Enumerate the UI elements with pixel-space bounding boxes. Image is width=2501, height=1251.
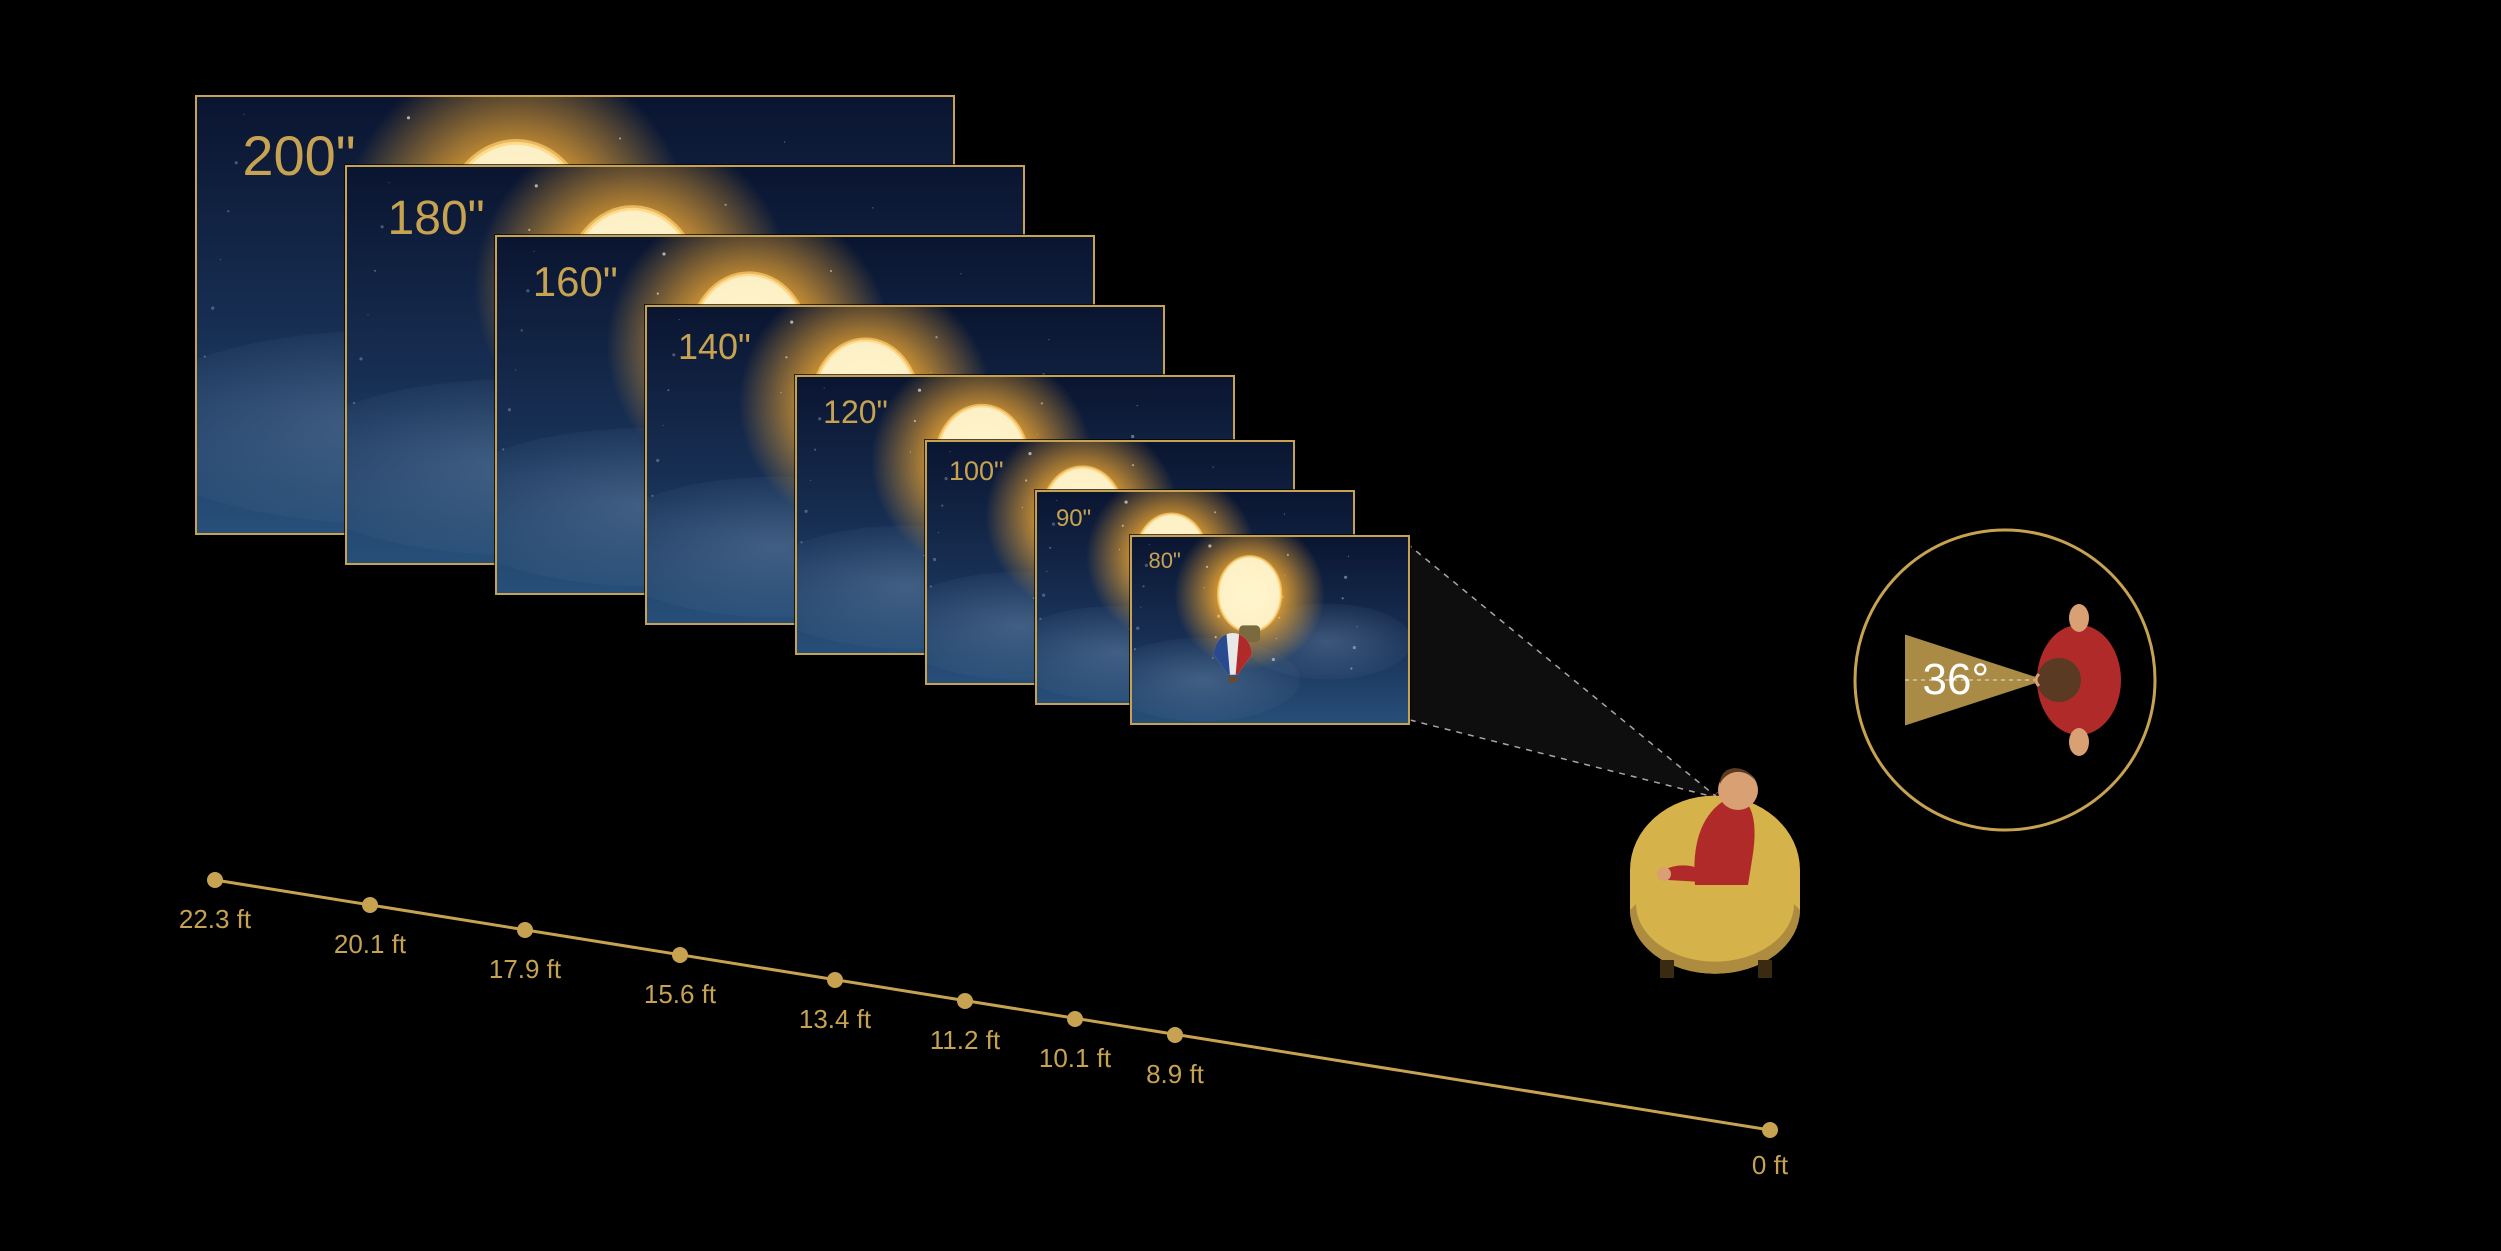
screen-panel: 80" [1130, 535, 1410, 725]
screen-size-label: 80" [1149, 548, 1181, 574]
screen-size-label: 200" [242, 123, 355, 188]
axis-tick-label: 8.9 ft [1146, 1059, 1204, 1090]
screen-size-label: 140" [678, 326, 751, 368]
screen-size-label: 120" [823, 394, 888, 431]
screen-size-label: 100" [949, 456, 1004, 487]
axis-tick-label: 20.1 ft [334, 929, 406, 960]
screen-size-label: 180" [388, 191, 485, 246]
axis-tick-label: 0 ft [1752, 1150, 1788, 1181]
diagram-stage: 200" 180" [0, 0, 2501, 1251]
axis-tick-label: 17.9 ft [489, 954, 561, 985]
axis-tick-label: 22.3 ft [179, 904, 251, 935]
screen-size-label: 90" [1056, 505, 1091, 533]
axis-tick-label: 10.1 ft [1039, 1043, 1111, 1074]
axis-tick-label: 15.6 ft [644, 979, 716, 1010]
axis-tick-label: 13.4 ft [799, 1004, 871, 1035]
axis-tick-label: 11.2 ft [930, 1025, 1000, 1056]
screen-size-label: 160" [533, 258, 618, 306]
